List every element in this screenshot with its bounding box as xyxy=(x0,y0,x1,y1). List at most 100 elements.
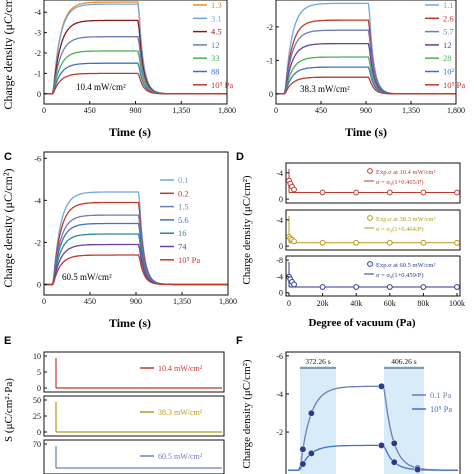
chart-d-point-0-3 xyxy=(291,186,297,193)
chart-d-ytick-label-1-1: 0 xyxy=(279,242,283,251)
chart-b-annotation: 38.3 mW/cm² xyxy=(300,84,350,94)
chart-0-legend-label-5: 88 xyxy=(211,67,220,77)
chart-c-ylabel: Charge density (μC/cm²) xyxy=(1,168,15,287)
panel-label-c: C xyxy=(4,151,12,163)
chart-0-legend-label-6: 10⁵ Pa xyxy=(211,80,233,90)
chart-f: Charge density (μC/cm²) 372.26 s 406.26 s… xyxy=(241,351,461,474)
chart-0-xtick-label-3: 1,350 xyxy=(172,106,190,115)
chart-2-xtick-label-4: 1,800 xyxy=(219,297,237,306)
chart-1-xtick-label-0: 0 xyxy=(274,106,278,115)
chart-f-marker-0-1 xyxy=(307,409,315,417)
chart-2-ytick-label-3: 0 xyxy=(37,280,41,289)
chart-d-legend-fit-0: σ = σ₀(1+0.465/P) xyxy=(376,179,423,186)
chart-0-xtick-label-0: 0 xyxy=(42,106,46,115)
chart-1-legend-label-4: 28 xyxy=(443,53,452,63)
chart-d-point-2-3 xyxy=(291,281,297,288)
chart-1-legend-label-3: 12 xyxy=(443,40,452,50)
chart-f-marker-0-0 xyxy=(299,445,307,453)
chart-d-ylabel: Charge density (μC/cm²) xyxy=(241,175,253,285)
chart-b: Time (s) 38.3 mW/cm² 0 450 900 1,350 1,800 -2… xyxy=(266,0,465,139)
chart-d-point-1-6 xyxy=(386,239,393,246)
chart-e-ytick-label-1-0: 50 xyxy=(33,396,41,405)
chart-0-legend-label-4: 33 xyxy=(211,53,220,63)
chart-1-legend-label-5: 10² xyxy=(443,67,455,77)
chart-2-ytick-label-0: -6 xyxy=(34,154,41,163)
chart-1-ytick-label-0: -2 xyxy=(266,23,273,32)
chart-1-series-line-6 xyxy=(276,76,456,95)
chart-0-ytick-label-4: 0 xyxy=(37,90,41,99)
panel-label-e: E xyxy=(4,335,11,347)
chart-d-legend-marker-2 xyxy=(367,261,373,267)
chart-d-point-2-7 xyxy=(420,284,427,290)
chart-d-point-1-3 xyxy=(291,238,297,245)
chart-d-ytick-label-2-2: 0 xyxy=(279,289,283,298)
chart-1-xtick-label-3: 1,350 xyxy=(402,106,420,115)
chart-2-legend-label-3: 5.6 xyxy=(178,215,189,225)
chart-c: Charge density (μC/cm²) Time (s) 60.5 mW… xyxy=(1,151,237,330)
chart-d-xtick-label-1: 20k xyxy=(317,299,329,308)
chart-d-xtick-label-3: 60k xyxy=(384,299,396,308)
chart-d: Charge density (μC/cm²) Degree of vacuum… xyxy=(241,162,465,329)
chart-d-point-1-5 xyxy=(353,239,360,246)
chart-e-ytick-label-2-0: 70 xyxy=(33,440,41,449)
chart-f-marker-1-3 xyxy=(390,458,398,466)
chart-1-legend-label-0: 1.1 xyxy=(443,0,454,10)
chart-a-ylabel: Charge density (μC/cm²) xyxy=(1,0,15,110)
chart-0-ytick-label-1: -3 xyxy=(34,29,41,38)
chart-d-xtick-label-0: 0 xyxy=(287,299,291,308)
chart-d-point-2-5 xyxy=(353,284,360,290)
chart-d-xtick-label-2: 40k xyxy=(350,299,362,308)
chart-d-point-0-5 xyxy=(353,189,360,196)
chart-f-rise-region xyxy=(300,366,336,474)
chart-2-series-line-6 xyxy=(44,254,228,286)
chart-e-ytick-label-0-2: 0 xyxy=(37,384,41,393)
chart-e-subplot-frame-2 xyxy=(43,439,225,474)
chart-0-xtick-label-4: 1,800 xyxy=(218,106,236,115)
chart-d-ytick-label-0-1: 0 xyxy=(279,195,283,204)
chart-d-xtick-label-5: 100k xyxy=(449,299,465,308)
chart-d-point-2-4 xyxy=(319,284,326,290)
chart-d-legend-points-1: Exp.σ at 38.3 mW/cm² xyxy=(376,216,435,223)
chart-2-legend-label-4: 16 xyxy=(178,228,187,238)
chart-e-ytick-label-0-1: 5 xyxy=(37,368,41,377)
chart-d-ytick-label-1-0: -4 xyxy=(276,216,283,225)
chart-f-legend-label-1: 10⁵ Pa xyxy=(430,404,452,414)
chart-d-legend-marker-0 xyxy=(367,168,373,174)
chart-e-legend-1: 38.3 mW/cm² xyxy=(158,408,203,417)
chart-2-xtick-label-3: 1,350 xyxy=(173,297,191,306)
chart-f-ytick-label-0: -6 xyxy=(276,352,283,361)
chart-d-subplot-frame-0 xyxy=(285,162,461,204)
chart-f-marker-0-3 xyxy=(390,439,398,447)
chart-e-ytick-label-0-0: 10 xyxy=(33,352,41,361)
chart-0-legend-label-3: 12 xyxy=(211,40,220,50)
chart-2-xtick-label-2: 900 xyxy=(130,297,142,306)
chart-f-ylabel: Charge density (μC/cm²) xyxy=(241,359,253,469)
chart-f-marker-1-2 xyxy=(378,441,385,449)
chart-1-xtick-label-2: 900 xyxy=(360,106,372,115)
chart-2-ytick-label-2: -2 xyxy=(34,238,41,247)
panel-label-f: F xyxy=(236,335,243,347)
chart-1-ytick-label-2: 0 xyxy=(269,90,273,99)
chart-0-ytick-label-2: -2 xyxy=(34,49,41,58)
chart-f-decay-time: 406.26 s xyxy=(391,357,417,366)
chart-e-ytick-label-1-2: 0 xyxy=(37,428,41,437)
chart-2-legend-label-1: 0.2 xyxy=(178,188,189,198)
chart-f-series-line-1 xyxy=(288,444,458,471)
chart-d-legend-fit-2: σ = σ₀(1+0.459/P) xyxy=(376,272,423,279)
chart-d-ytick-label-0-0: -4 xyxy=(276,169,283,178)
chart-f-rise-time: 372.26 s xyxy=(305,357,331,366)
chart-2-legend-label-6: 10⁵ Pa xyxy=(178,255,200,265)
chart-f-marker-0-2 xyxy=(378,382,385,390)
chart-2-legend-label-5: 74 xyxy=(178,242,187,252)
chart-d-legend-points-0: Exp.σ at 10.4 mW/cm² xyxy=(376,169,435,176)
chart-2-legend-label-0: 0.1 xyxy=(178,175,189,185)
chart-d-point-1-8 xyxy=(454,239,460,246)
chart-c-xlabel: Time (s) xyxy=(109,316,151,330)
chart-e-ytick-label-1-1: 25 xyxy=(33,412,41,421)
chart-2-xtick-label-1: 450 xyxy=(84,297,96,306)
chart-d-point-0-4 xyxy=(319,189,326,196)
chart-d-point-2-8 xyxy=(454,284,460,290)
chart-0-ytick-label-3: -1 xyxy=(34,69,41,78)
chart-a-xlabel: Time (s) xyxy=(109,125,151,139)
